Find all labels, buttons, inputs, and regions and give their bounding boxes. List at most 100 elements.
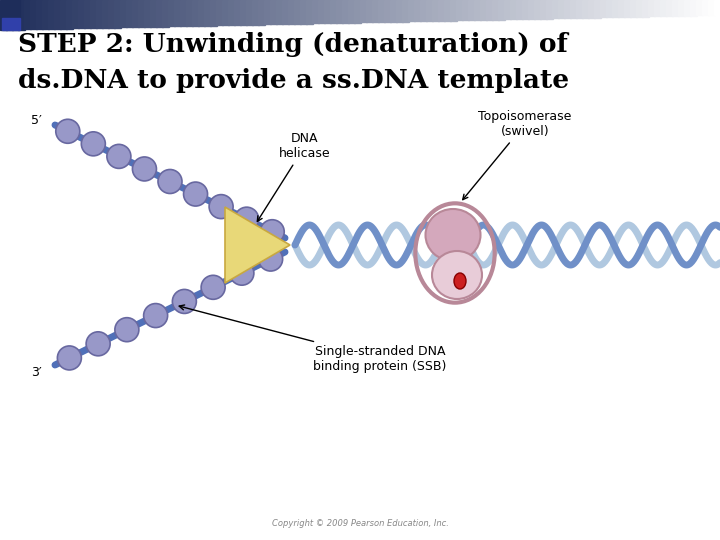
Bar (6, 0, 12, 30)
Bar (378, 0, 384, 22)
Bar (156, 0, 163, 26)
Bar (570, 0, 577, 18)
Bar (234, 0, 240, 25)
Bar (318, 0, 325, 23)
Text: 3′: 3′ (31, 366, 42, 379)
Bar (342, 0, 348, 23)
Bar (618, 0, 624, 17)
Bar (138, 0, 145, 27)
Circle shape (143, 303, 168, 328)
Bar (294, 0, 300, 24)
Bar (666, 0, 672, 16)
Bar (684, 0, 690, 16)
Bar (180, 0, 186, 26)
Bar (186, 0, 192, 26)
Bar (414, 0, 420, 21)
Bar (276, 0, 282, 24)
Bar (258, 0, 264, 25)
Bar (552, 0, 559, 18)
Text: 5′: 5′ (31, 113, 42, 126)
Bar (678, 0, 685, 16)
Bar (336, 0, 343, 23)
Bar (486, 0, 492, 20)
Bar (648, 0, 654, 16)
Bar (600, 0, 606, 17)
Bar (306, 0, 312, 24)
Bar (198, 0, 204, 26)
Circle shape (107, 144, 131, 168)
Text: Single-stranded DNA
binding protein (SSB): Single-stranded DNA binding protein (SSB… (179, 305, 446, 373)
Bar (564, 0, 570, 18)
Bar (126, 0, 132, 28)
Bar (528, 0, 534, 19)
Bar (624, 0, 631, 17)
Bar (96, 0, 102, 28)
Bar (558, 0, 564, 18)
Bar (324, 0, 330, 23)
Bar (2, 0, 20, 18)
Bar (240, 0, 246, 25)
Bar (348, 0, 354, 23)
Bar (204, 0, 210, 26)
Circle shape (260, 220, 284, 244)
Bar (450, 0, 456, 21)
Bar (714, 0, 720, 15)
Bar (582, 0, 588, 18)
Bar (702, 0, 708, 15)
Circle shape (55, 119, 80, 143)
Bar (66, 0, 73, 29)
Circle shape (132, 157, 156, 181)
Bar (120, 0, 127, 28)
Ellipse shape (426, 209, 480, 261)
Circle shape (86, 332, 110, 356)
Bar (84, 0, 91, 28)
Text: ds.DNA to provide a ss.DNA template: ds.DNA to provide a ss.DNA template (18, 68, 569, 93)
Circle shape (230, 261, 254, 285)
Bar (534, 0, 541, 19)
Circle shape (209, 194, 233, 219)
Bar (252, 0, 258, 25)
Bar (642, 0, 649, 17)
Bar (210, 0, 217, 25)
Circle shape (81, 132, 105, 156)
Circle shape (184, 182, 207, 206)
Bar (282, 0, 289, 24)
Bar (480, 0, 487, 20)
Bar (510, 0, 516, 19)
Bar (30, 0, 37, 29)
Bar (516, 0, 523, 19)
Bar (300, 0, 307, 24)
Ellipse shape (432, 251, 482, 299)
Bar (60, 0, 66, 29)
Bar (492, 0, 498, 19)
Bar (228, 0, 235, 25)
Bar (366, 0, 372, 22)
Bar (144, 0, 150, 27)
Bar (636, 0, 642, 17)
Bar (690, 0, 696, 16)
Bar (444, 0, 451, 21)
Bar (672, 0, 678, 16)
Bar (330, 0, 336, 23)
Bar (90, 0, 96, 28)
Bar (498, 0, 505, 19)
Bar (576, 0, 582, 18)
Bar (630, 0, 636, 17)
Circle shape (258, 247, 283, 271)
Circle shape (115, 318, 139, 342)
Bar (408, 0, 415, 22)
Bar (396, 0, 402, 22)
Bar (438, 0, 444, 21)
Bar (12, 0, 19, 30)
Bar (696, 0, 703, 15)
Bar (264, 0, 271, 24)
Bar (594, 0, 600, 17)
Circle shape (58, 346, 81, 370)
Bar (708, 0, 714, 15)
Bar (504, 0, 510, 19)
Bar (606, 0, 613, 17)
Circle shape (158, 170, 182, 193)
Bar (162, 0, 168, 26)
Bar (456, 0, 462, 21)
Bar (174, 0, 181, 26)
